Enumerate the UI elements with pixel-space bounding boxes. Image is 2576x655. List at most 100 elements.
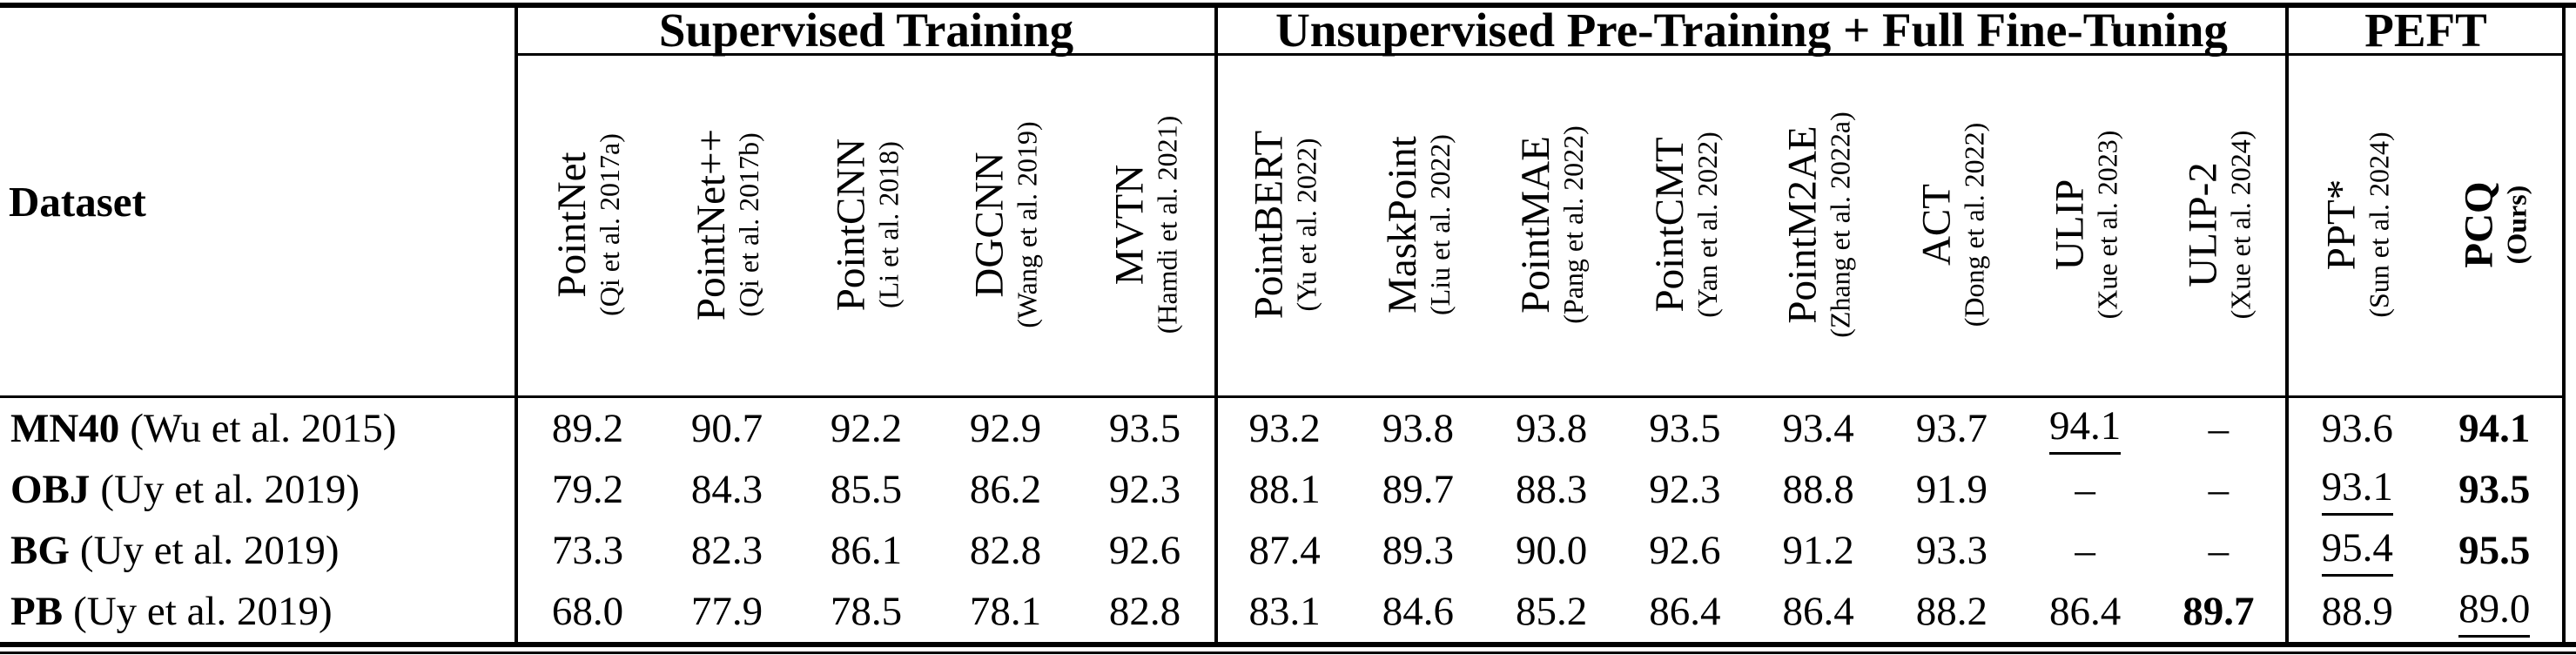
table-cell: 78.5	[797, 581, 936, 642]
cell-value: 89.0	[2458, 585, 2531, 638]
cell-value: 93.5	[1649, 406, 1721, 451]
table-cell: 90.0	[1485, 520, 1618, 581]
cell-value: 82.8	[969, 528, 1042, 573]
cell-value: 78.1	[969, 589, 1042, 634]
rule-bottom-thick	[0, 642, 2576, 647]
table-cell: 89.7	[2152, 581, 2285, 642]
table-cell: 85.2	[1485, 581, 1618, 642]
column-header-text: PointCNN (Li et al. 2018)	[828, 138, 904, 312]
table-cell: –	[2152, 459, 2285, 520]
column-header-name: PointM2AE	[1779, 125, 1826, 324]
table-cell: 93.3	[1885, 520, 2018, 581]
cell-value: –	[2075, 528, 2095, 573]
cell-value: 88.2	[1915, 589, 1987, 634]
table-cell: 89.7	[1351, 459, 1484, 520]
table-cell: 82.8	[936, 520, 1075, 581]
column-header-name: ULIP-2	[2180, 162, 2226, 287]
column-header: ACT (Dong et al. 2022)	[1885, 56, 2018, 394]
cell-value: 77.9	[690, 589, 763, 634]
row-label-name: BG	[10, 528, 70, 573]
column-header-text: PPT* (Sun et al. 2024)	[2319, 132, 2395, 317]
dataset-column-header: Dataset	[9, 177, 146, 226]
row-label-name: MN40	[10, 406, 120, 451]
table-cell: 83.1	[1218, 581, 1351, 642]
column-header-name: MVTN	[1106, 164, 1152, 286]
cell-value: 91.2	[1782, 528, 1854, 573]
column-header: ULIP-2 (Xue et al. 2024)	[2152, 56, 2285, 394]
rule-bottom-thin	[0, 652, 2576, 654]
table-cell: 86.4	[1618, 581, 1752, 642]
column-header: PointCMT (Yan et al. 2022)	[1618, 56, 1752, 394]
table-cell: 84.6	[1351, 581, 1484, 642]
table-cell: 88.1	[1218, 459, 1351, 520]
column-header-name: PointCNN	[828, 138, 873, 312]
column-header-text: PointNet (Qi et al. 2017a)	[549, 133, 625, 316]
column-header: PointNet (Qi et al. 2017a)	[518, 56, 657, 394]
table-cell: 89.2	[518, 398, 657, 459]
table-cell: 91.2	[1752, 520, 1885, 581]
table-cell: 90.7	[657, 398, 797, 459]
table-cell: 88.9	[2289, 581, 2426, 642]
column-header: PCQ (Ours)	[2426, 56, 2564, 394]
row-label-name: OBJ	[10, 467, 91, 512]
row-label-citation: (Uy et al. 2019)	[100, 467, 360, 512]
row-label-citation: (Uy et al. 2019)	[73, 589, 333, 634]
cell-value: 92.6	[1108, 528, 1181, 573]
table-cell: 93.2	[1218, 398, 1351, 459]
cell-value: 94.1	[2049, 402, 2122, 455]
column-header-citation: (Pang et al. 2022)	[1557, 125, 1590, 324]
cell-value: 90.0	[1516, 528, 1588, 573]
column-header: PointM2AE (Zhang et al. 2022a)	[1752, 56, 1885, 394]
column-header-name: PointNet++	[689, 128, 735, 321]
column-header-citation: (Dong et al. 2022)	[1957, 122, 1989, 328]
table-cell: 88.8	[1752, 459, 1885, 520]
group-header-supervised: Supervised Training	[658, 3, 1074, 57]
cell-value: 93.1	[2321, 463, 2393, 516]
cell-value: 68.0	[551, 589, 624, 634]
cell-value: 79.2	[551, 467, 624, 512]
column-header: PointBERT (Yu et al. 2022)	[1218, 56, 1351, 394]
table-cell: –	[2152, 520, 2285, 581]
table-cell: 92.9	[936, 398, 1075, 459]
cell-value: 88.3	[1516, 467, 1588, 512]
table-cell: –	[2019, 459, 2152, 520]
table-cell: 92.3	[1075, 459, 1214, 520]
table-cell: 93.8	[1351, 398, 1484, 459]
column-header-text: PointNet++ (Qi et al. 2017b)	[689, 129, 764, 321]
table-cell: –	[2152, 398, 2285, 459]
table-cell: 82.3	[657, 520, 797, 581]
table-cell: 91.9	[1885, 459, 2018, 520]
column-header-name: PointMAE	[1513, 136, 1559, 314]
cell-value: 84.3	[690, 467, 763, 512]
table-cell: 93.7	[1885, 398, 2018, 459]
column-header: PointNet++ (Qi et al. 2017b)	[657, 56, 797, 394]
table-cell: 93.1	[2289, 459, 2426, 520]
table-cell: 93.6	[2289, 398, 2426, 459]
row-label: OBJ (Uy et al. 2019)	[10, 459, 511, 520]
table-cell: 92.2	[797, 398, 936, 459]
column-header-citation: (Hamdi et al. 2021)	[1151, 115, 1182, 334]
cell-value: 92.9	[969, 406, 1042, 451]
cell-value: 87.4	[1248, 528, 1321, 573]
group-header-peft: PEFT	[2364, 3, 2487, 57]
cell-value: 93.4	[1782, 406, 1854, 451]
column-header-name: PointNet	[549, 152, 595, 298]
cell-value: 95.4	[2321, 524, 2393, 577]
cell-value: 93.3	[1915, 528, 1987, 573]
cell-value: 85.2	[1516, 589, 1588, 634]
cell-value: 89.7	[1382, 467, 1454, 512]
table-cell: 84.3	[657, 459, 797, 520]
column-header: PointMAE (Pang et al. 2022)	[1485, 56, 1618, 394]
row-label-name: PB	[10, 589, 64, 634]
table-cell: 95.4	[2289, 520, 2426, 581]
column-header-citation: (Yan et al. 2022)	[1691, 132, 1723, 318]
cell-value: 92.3	[1108, 467, 1181, 512]
cell-value: 93.5	[1108, 406, 1181, 451]
group-header-unsupervised: Unsupervised Pre-Training + Full Fine-Tu…	[1275, 3, 2228, 57]
table-cell: 92.6	[1075, 520, 1214, 581]
row-label: BG (Uy et al. 2019)	[10, 520, 511, 581]
column-header-text: PointMAE (Pang et al. 2022)	[1513, 125, 1590, 324]
column-header-text: MaskPoint (Liu et al. 2022)	[1380, 134, 1456, 315]
column-header-text: ULIP (Xue et al. 2023)	[2047, 131, 2122, 320]
cell-value: 88.8	[1782, 467, 1854, 512]
